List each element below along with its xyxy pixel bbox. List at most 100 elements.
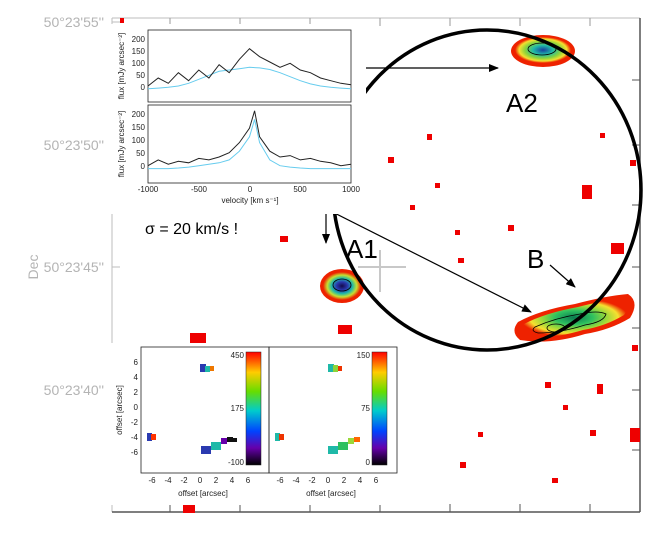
velocity-map-right-cbar-tick: 150: [357, 351, 371, 360]
crosshair: [358, 250, 406, 292]
spectrum-top-ytick: 50: [136, 71, 145, 80]
dec-tick-label: 50°23'45'': [44, 259, 104, 275]
spectrum-xtick: -1000: [138, 185, 159, 194]
spectrum-top-ytick: 100: [132, 59, 146, 68]
vel-right-xtick: 2: [342, 476, 347, 485]
vel-pixel-blob: [205, 366, 210, 372]
velocity-map-left-blobs: [147, 364, 237, 454]
dec-tick-label: 50°23'50'': [44, 137, 104, 153]
spectrum-bottom-fit: [148, 119, 351, 170]
dec-axis-label: Dec: [25, 255, 41, 280]
label-B: B: [527, 244, 544, 274]
spectrum-xtick: 0: [248, 185, 253, 194]
spectrum-bottom-frame: [147, 104, 352, 184]
vel-right-xtick: 4: [358, 476, 363, 485]
vel-left-xtick: 2: [214, 476, 219, 485]
noise-pixel: [632, 345, 638, 351]
label-A2: A2: [506, 88, 538, 118]
vel-pixel-blob: [147, 433, 152, 441]
spectrum-bottom-yticks: 200 150 100 50 0: [132, 110, 146, 171]
A2-contour: [527, 42, 557, 56]
velocity-map-right-xlabel: offset [arcsec]: [306, 489, 356, 498]
vel-pixel-blob: [279, 434, 284, 440]
main-map: 50°23'55'' 50°23'50'' 50°23'45'' 50°23'4…: [25, 14, 643, 513]
spectrum-bottom-ylabel: flux [mJy arcsec⁻²]: [117, 111, 126, 177]
noise-pixel: [563, 405, 568, 410]
vel-left-xtick: 4: [230, 476, 235, 485]
velocity-map-left-xlabel: offset [arcsec]: [178, 489, 228, 498]
velocity-map-left-cbar-tick: -100: [228, 458, 245, 467]
vel-pixel-blob: [333, 365, 338, 372]
source-A1: [320, 269, 364, 303]
vel-right-xtick: -6: [276, 476, 284, 485]
noise-pixel: [590, 430, 596, 436]
vel-pixel-blob: [338, 366, 342, 371]
noise-pixel: [545, 382, 551, 388]
noise-pixel: [630, 428, 640, 442]
vel-left-xtick: -6: [148, 476, 156, 485]
vel-left-ytick: 0: [134, 403, 139, 412]
spectrum-top-ylabel: flux [mJy arcsec⁻²]: [117, 33, 126, 99]
source-B: [514, 294, 635, 342]
spectrum-bottom-panel: 200 150 100 50 0 -1000 -500 0 500 1000 v…: [117, 104, 360, 205]
vel-pixel-blob: [328, 364, 334, 372]
noise-pixel: [338, 325, 352, 334]
noise-pixel: [280, 236, 288, 242]
noise-pixel: [630, 160, 636, 166]
spectrum-bottom-ytick: 0: [141, 162, 146, 171]
vel-left-xtick: 0: [198, 476, 203, 485]
label-A1: A1: [346, 234, 378, 264]
velocity-map-right-cbar-tick: 75: [361, 404, 370, 413]
spectra-inset: 200 150 100 50 0 flux [mJy arcsec⁻²] 200…: [108, 24, 366, 214]
sigma-annotation: σ = 20 km/s !: [145, 221, 238, 238]
noise-pixel: [410, 205, 415, 210]
velocity-map-left-colorbar: [245, 351, 262, 466]
vel-right-xtick: 0: [326, 476, 331, 485]
noise-pixel: [183, 505, 195, 513]
vel-pixel-blob: [328, 446, 338, 454]
velocity-map-left-xticks: -6 -4 -2 0 2 4 6: [148, 476, 250, 485]
velocity-map-left-ylabel: offset [arcsec]: [115, 385, 124, 435]
vel-left-ytick: 6: [134, 358, 139, 367]
vel-pixel-blob: [151, 434, 156, 440]
vel-pixel-blob: [201, 446, 211, 454]
velocity-map-left: 450 175 -100 6 4 2 0 -2 -4: [115, 346, 270, 498]
spectrum-bottom-data: [147, 110, 352, 167]
vel-left-ytick: 4: [134, 373, 139, 382]
noise-pixel: [600, 133, 605, 138]
A1-emission: [323, 272, 361, 300]
velocity-map-right-frame: [268, 346, 398, 474]
velocity-maps-inset: 450 175 -100 6 4 2 0 -2 -4: [108, 343, 400, 505]
dec-tick-label: 50°23'40'': [44, 382, 104, 398]
velocity-map-right-cbar-tick: 0: [366, 458, 371, 467]
spectrum-bottom-ytick: 150: [132, 123, 146, 132]
A2-emission: [515, 37, 571, 63]
noise-pixels: [120, 18, 640, 513]
vel-pixel-blob: [338, 442, 348, 450]
spectrum-top-yticks: 200 150 100 50 0: [132, 35, 146, 92]
vel-pixel-blob: [275, 433, 280, 441]
spectrum-top-ytick: 150: [132, 47, 146, 56]
spectrum-bottom-ytick: 200: [132, 110, 146, 119]
vel-pixel-blob: [221, 438, 227, 444]
spectrum-bottom-ytick: 50: [136, 149, 145, 158]
spectrum-xtick: 500: [293, 185, 307, 194]
vel-right-xtick: -2: [308, 476, 316, 485]
velocity-map-right: 150 75 0 -6 -4 -2 0 2 4 6: [268, 346, 398, 498]
vel-left-ytick: -2: [131, 418, 139, 427]
vel-pixel-blob: [348, 438, 354, 444]
vel-pixel-blob: [200, 364, 206, 372]
noise-pixel: [120, 18, 124, 23]
vel-right-xtick: -4: [292, 476, 300, 485]
vel-left-xtick: 6: [246, 476, 251, 485]
velocity-map-left-cbar-tick: 450: [231, 351, 245, 360]
A1-contour: [332, 278, 352, 292]
vel-pixel-blob: [210, 366, 214, 371]
B-contour: [532, 311, 607, 334]
vel-left-xtick: -4: [164, 476, 172, 485]
noise-pixel: [455, 230, 460, 235]
noise-pixel: [435, 183, 440, 188]
spectrum-top-panel: 200 150 100 50 0 flux [mJy arcsec⁻²]: [117, 29, 352, 103]
velocity-map-left-yticks: 6 4 2 0 -2 -4 -6: [131, 358, 139, 457]
